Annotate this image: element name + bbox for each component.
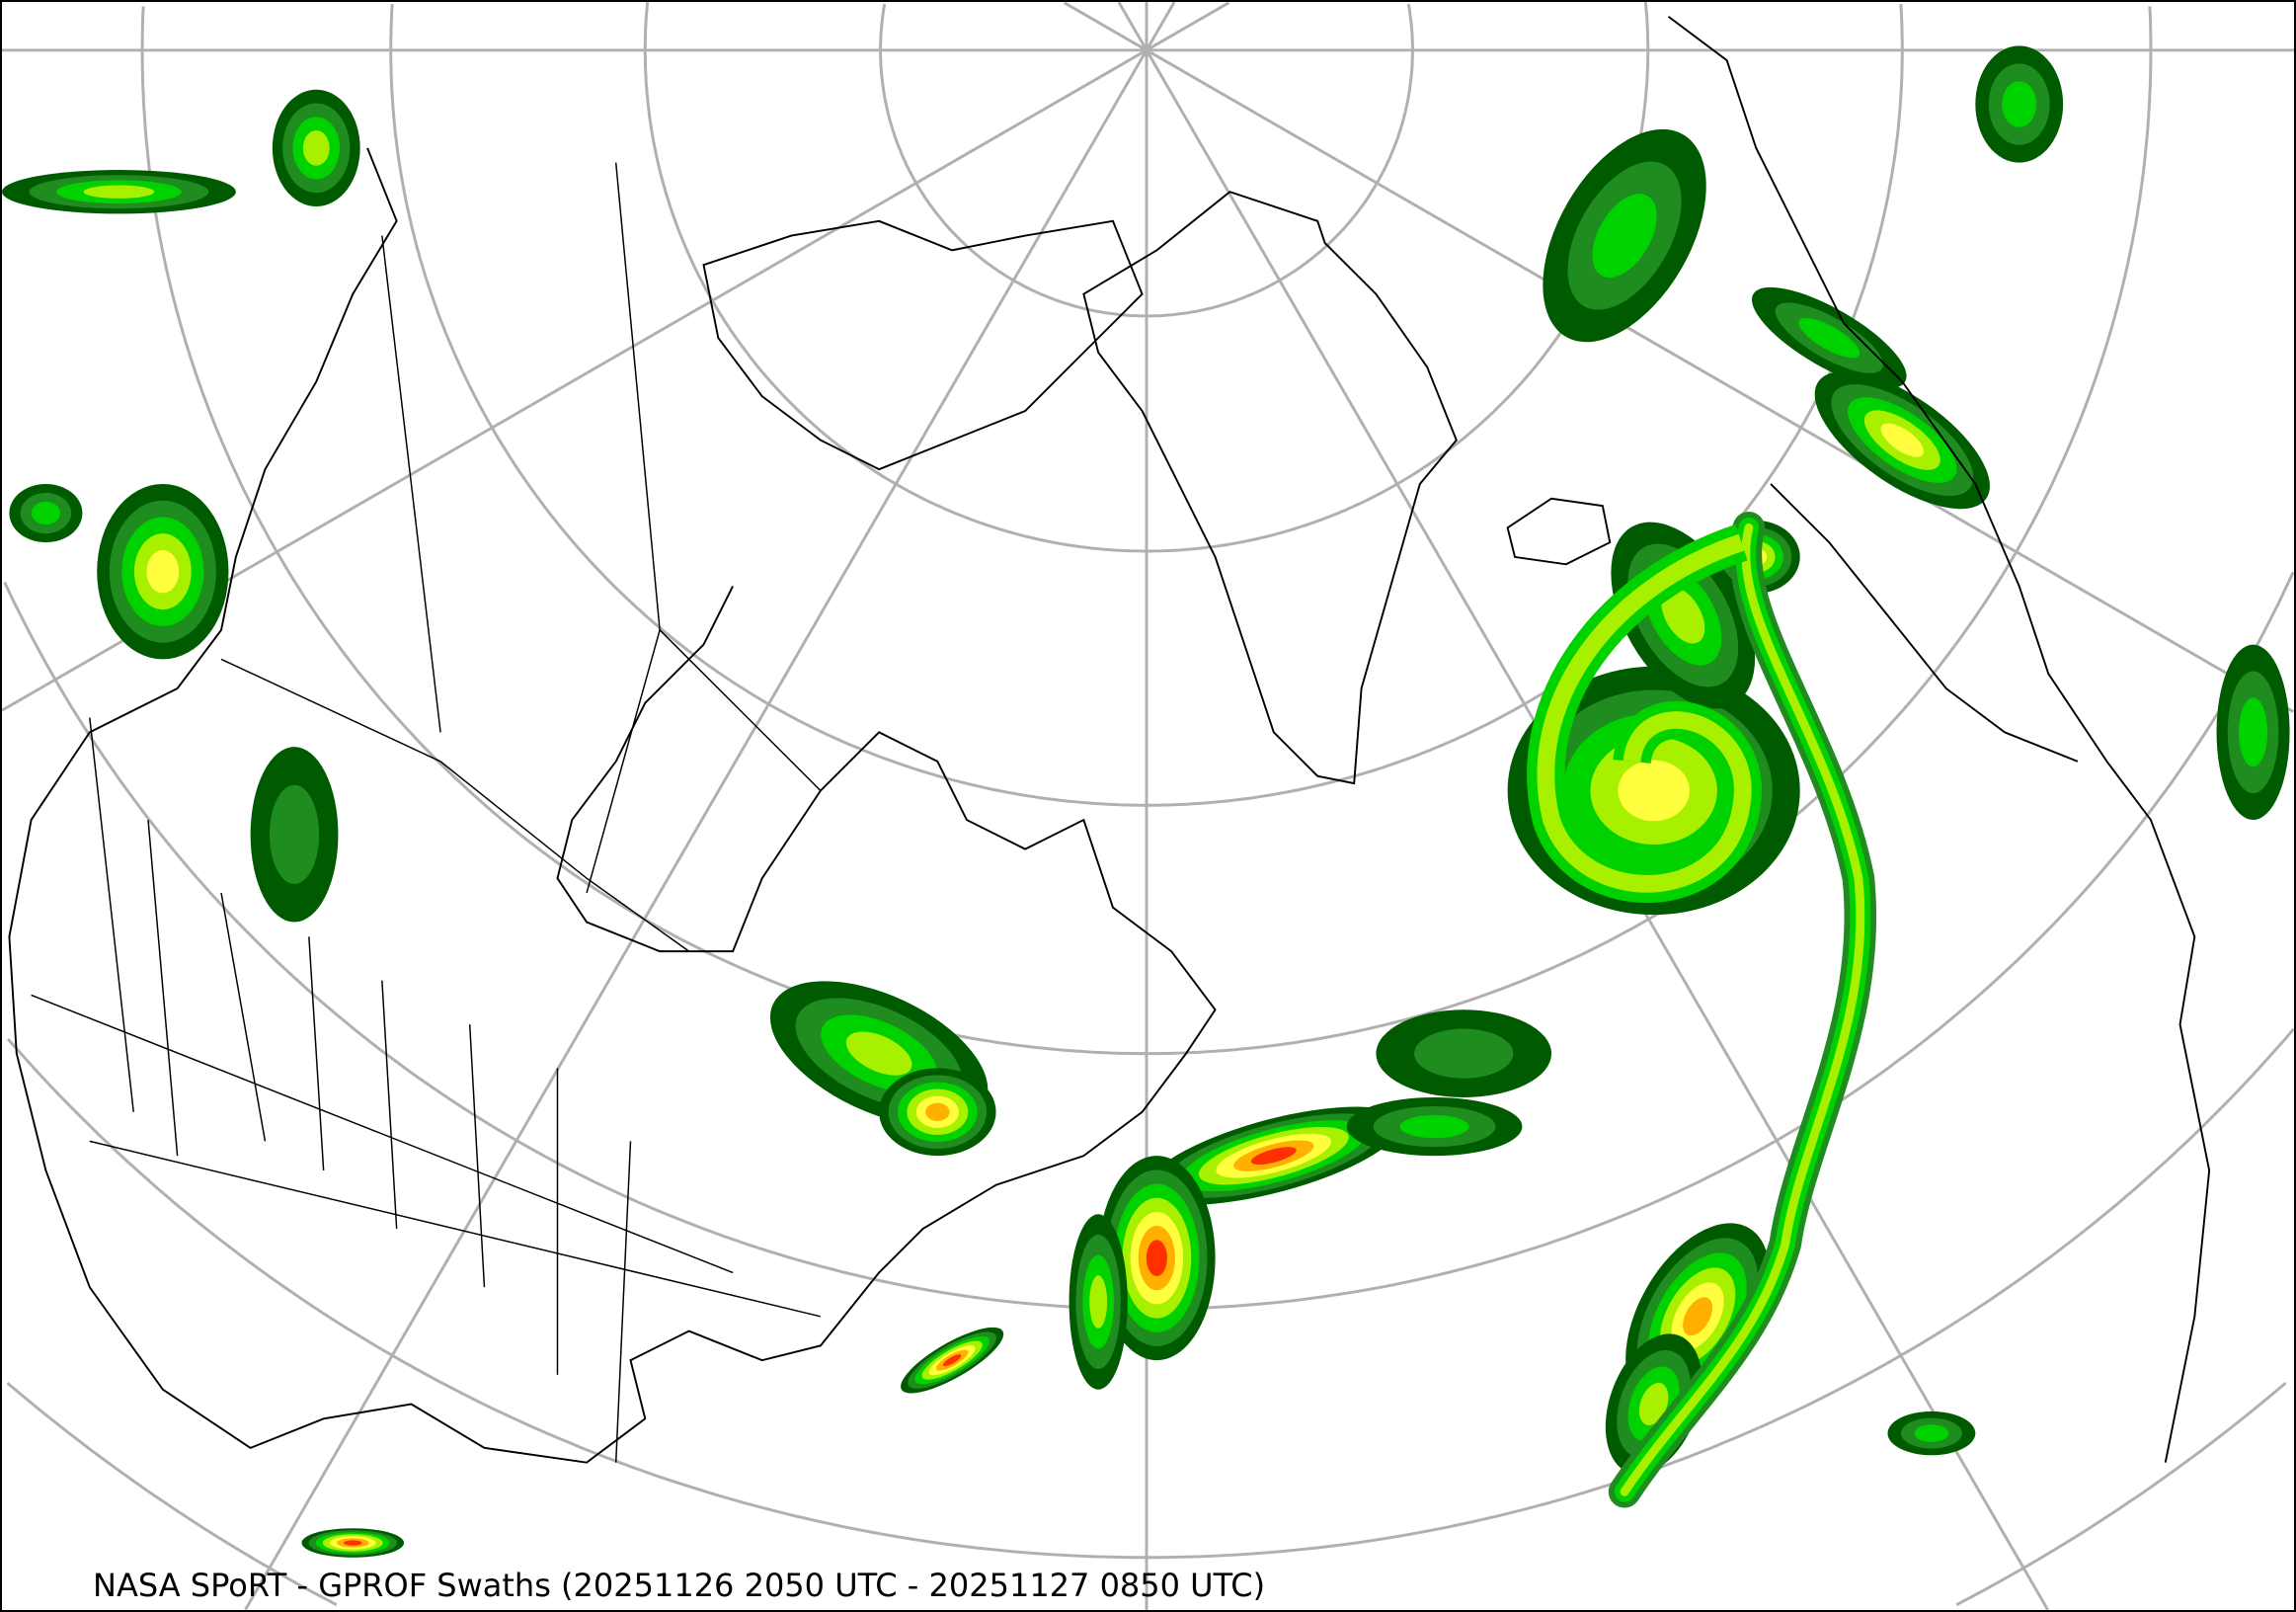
precip-cell — [31, 501, 60, 525]
state-borders — [31, 717, 822, 1463]
precipitation-swaths — [2, 45, 2290, 1558]
political-borders — [31, 162, 822, 1463]
latitude-circle — [6, 1381, 2287, 1606]
precip-cell — [83, 185, 155, 199]
precip-cell — [269, 784, 320, 884]
precip-cell — [2238, 697, 2268, 767]
precip-cell — [1414, 1028, 1514, 1079]
us-canada-border — [220, 658, 690, 952]
cyclone-spiral-band — [1537, 533, 1752, 893]
precip-cell — [344, 1540, 362, 1546]
precip-band — [1620, 523, 1865, 1496]
canada-province-borders — [381, 162, 822, 894]
latitude-circle — [140, 6, 2153, 1056]
meridian-line — [244, 49, 1148, 1610]
iceland-outline — [1506, 497, 1612, 566]
europe-coast — [1667, 16, 2211, 1463]
latitude-circle — [389, 3, 1904, 807]
precip-cell — [1399, 1114, 1469, 1139]
precip-cell — [1798, 317, 1861, 359]
meridian-line — [1145, 2, 1176, 51]
arctic-islands — [702, 219, 1144, 471]
precip-cell — [925, 1102, 950, 1121]
coastlines — [8, 16, 2211, 1464]
map-caption: NASA SPoRT - GPROF Swaths (20251126 2050… — [93, 1567, 1266, 1604]
precip-cell — [2002, 81, 2037, 127]
precip-cell — [1089, 1275, 1108, 1329]
north-america-coast — [8, 147, 1217, 1464]
precip-cell — [1683, 1297, 1713, 1336]
precip-cell — [302, 129, 330, 166]
precip-cell — [845, 1031, 912, 1076]
latitude-circle — [879, 3, 1414, 318]
meridian-line — [1063, 2, 1148, 52]
precip-cell — [146, 549, 180, 594]
precip-cell — [1592, 194, 1657, 279]
precip-cell — [1146, 1240, 1167, 1277]
precip-cell — [1250, 1147, 1297, 1165]
latitude-circle — [6, 1027, 2294, 1560]
scandinavia-coast — [1770, 483, 2079, 763]
precip-cell — [942, 1354, 962, 1367]
precip-cell — [1880, 423, 1925, 457]
meridian-line — [1146, 48, 2294, 713]
meridian-line — [1146, 2, 1230, 52]
precip-cell — [1618, 760, 1690, 822]
precip-cell — [1914, 1424, 1949, 1442]
meridian-line — [1117, 2, 1148, 51]
precip-cell — [1661, 587, 1705, 644]
greenland-outline — [1082, 191, 1458, 785]
precip-cell — [1638, 1383, 1669, 1426]
